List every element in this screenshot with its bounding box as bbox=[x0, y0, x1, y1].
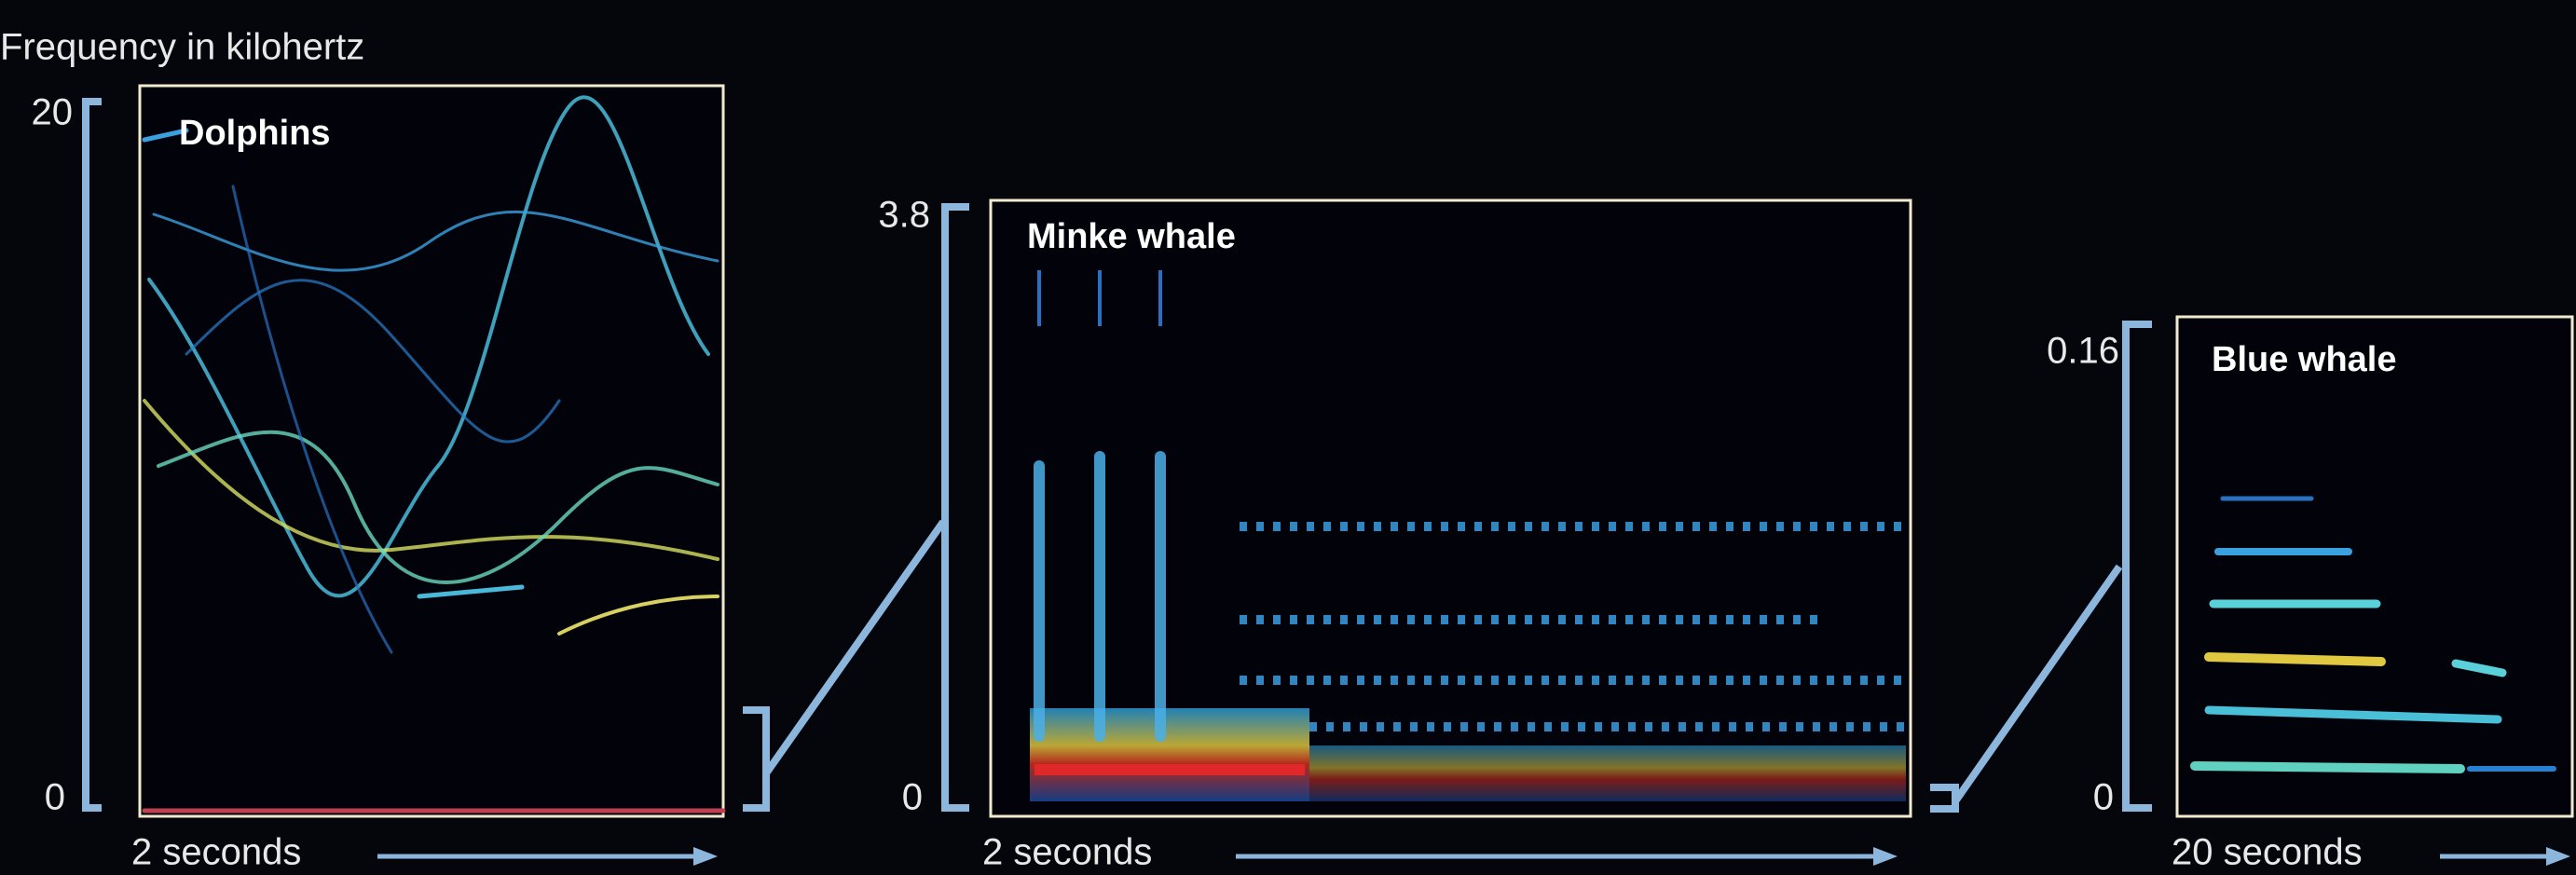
bracket bbox=[941, 203, 969, 812]
bracket bbox=[2122, 321, 2152, 812]
panel: Dolphins 20 0 2 seconds bbox=[32, 84, 947, 873]
spectrogram-trace bbox=[231, 185, 393, 654]
spectrogram-trace bbox=[143, 399, 719, 561]
arrow-head bbox=[2546, 847, 2570, 866]
arrow-head bbox=[1873, 847, 1898, 866]
y-max-label: 0.16 bbox=[2047, 331, 2119, 372]
panel-frame bbox=[138, 84, 725, 818]
x-axis-label: 2 seconds bbox=[131, 832, 301, 873]
y-min-label: 0 bbox=[902, 777, 923, 818]
spectrogram bbox=[142, 95, 726, 813]
spectrogram-trace bbox=[417, 584, 525, 599]
arrow-head bbox=[693, 847, 718, 866]
panel-label: Dolphins bbox=[179, 114, 331, 153]
spectrogram-trace bbox=[1034, 451, 1166, 742]
spectrogram-trace bbox=[157, 430, 719, 584]
y-min-label: 0 bbox=[45, 777, 65, 818]
y-axis-title: Frequency in kilohertz bbox=[0, 27, 364, 68]
spectrogram-trace bbox=[142, 128, 189, 143]
spectrogram-trace bbox=[2204, 652, 2386, 666]
spectrogram-trace bbox=[185, 279, 561, 444]
y-max-label: 3.8 bbox=[878, 195, 930, 236]
spectrogram-trace bbox=[557, 595, 719, 636]
spectrogram-trace bbox=[2204, 705, 2502, 724]
panel-label: Minke whale bbox=[1027, 217, 1236, 256]
zoom-connector bbox=[743, 519, 947, 812]
panel: Blue whale 0.16 0 20 seconds bbox=[2047, 315, 2574, 873]
spectrogram-trace bbox=[1309, 745, 1906, 801]
bracket bbox=[82, 98, 102, 812]
spectrogram-trace bbox=[147, 95, 710, 598]
spectrogram-trace bbox=[2190, 761, 2465, 773]
panel: Minke whale 3.8 0 2 seconds bbox=[878, 195, 2123, 873]
x-axis-label: 2 seconds bbox=[982, 832, 1152, 873]
spectrogram bbox=[2190, 496, 2556, 773]
spectrogram-trace bbox=[152, 211, 719, 272]
y-max-label: 20 bbox=[32, 92, 74, 133]
spectrogram-trace bbox=[1240, 522, 1906, 731]
panel-frame bbox=[2175, 315, 2574, 818]
spectrogram bbox=[1030, 270, 1906, 801]
spectrogram-trace bbox=[1037, 270, 1162, 326]
spectrogram-trace bbox=[2451, 659, 2507, 677]
panel-label: Blue whale bbox=[2212, 340, 2397, 379]
y-min-label: 0 bbox=[2093, 777, 2114, 818]
zoom-connector bbox=[1930, 564, 2123, 813]
spectrogram-trace bbox=[1035, 764, 1305, 775]
x-axis-label: 20 seconds bbox=[2172, 832, 2363, 873]
spectrogram-trace bbox=[1030, 708, 1309, 801]
